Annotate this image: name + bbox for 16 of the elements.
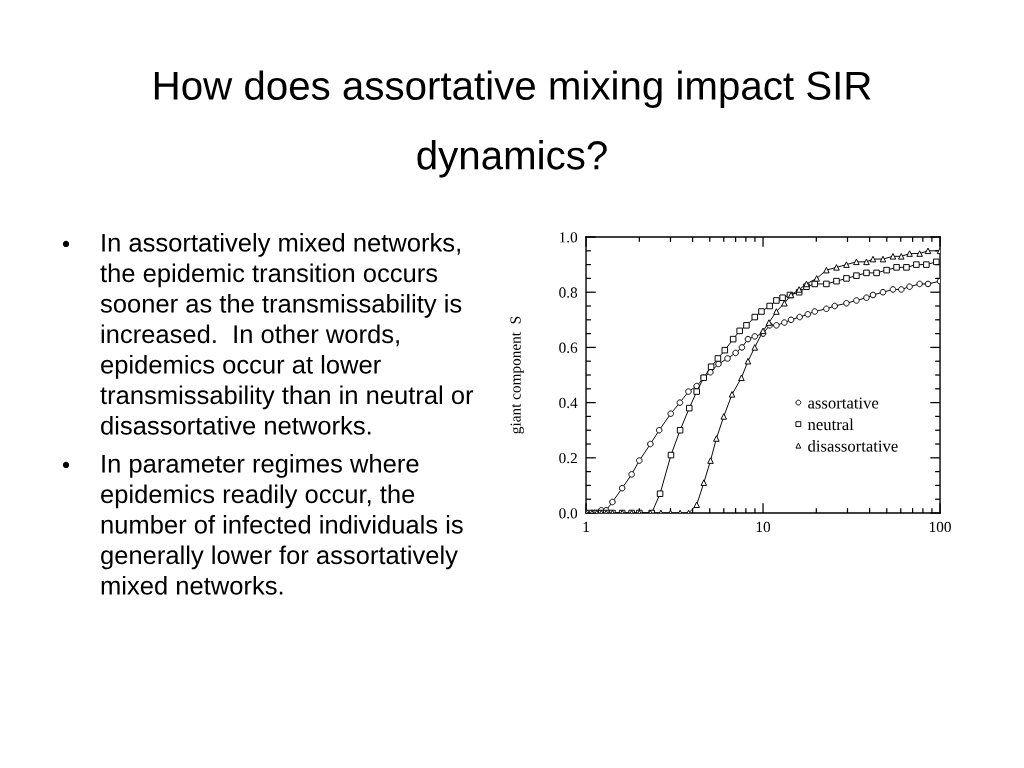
legend-label: assortative (808, 397, 879, 409)
text: In parameter regimes where epidemics readily occur, the number of infected individuals is generally lower for assortatively mixed networks. (101, 454, 463, 595)
legend-label: neutral (807, 418, 854, 431)
y-tick-label: 0.8 (559, 287, 578, 298)
y-tick-label: 1.0 (559, 232, 578, 243)
y-tick-label: 0.2 (559, 452, 577, 464)
y-tick-label: 0.6 (559, 342, 578, 353)
x-tick-label: 100 (929, 521, 951, 533)
legend-label: disassortative (808, 439, 898, 452)
y-axis-title: giant component S (510, 316, 524, 434)
text: In assortatively mixed networks, the epidemic transition occurs sooner as the transmissability is increased. In other words, epidemics occur at lower transmissability than in neutral or disassortative networks. (100, 233, 474, 435)
x-tick-label: 10 (756, 521, 771, 533)
y-tick-label: 0.0 (559, 508, 578, 519)
x-tick-label: 1 (583, 521, 589, 532)
y-tick-label: 0.4 (559, 397, 578, 409)
chart-title: How does assortative mixing impact SIR dynamics? (154, 70, 871, 178)
